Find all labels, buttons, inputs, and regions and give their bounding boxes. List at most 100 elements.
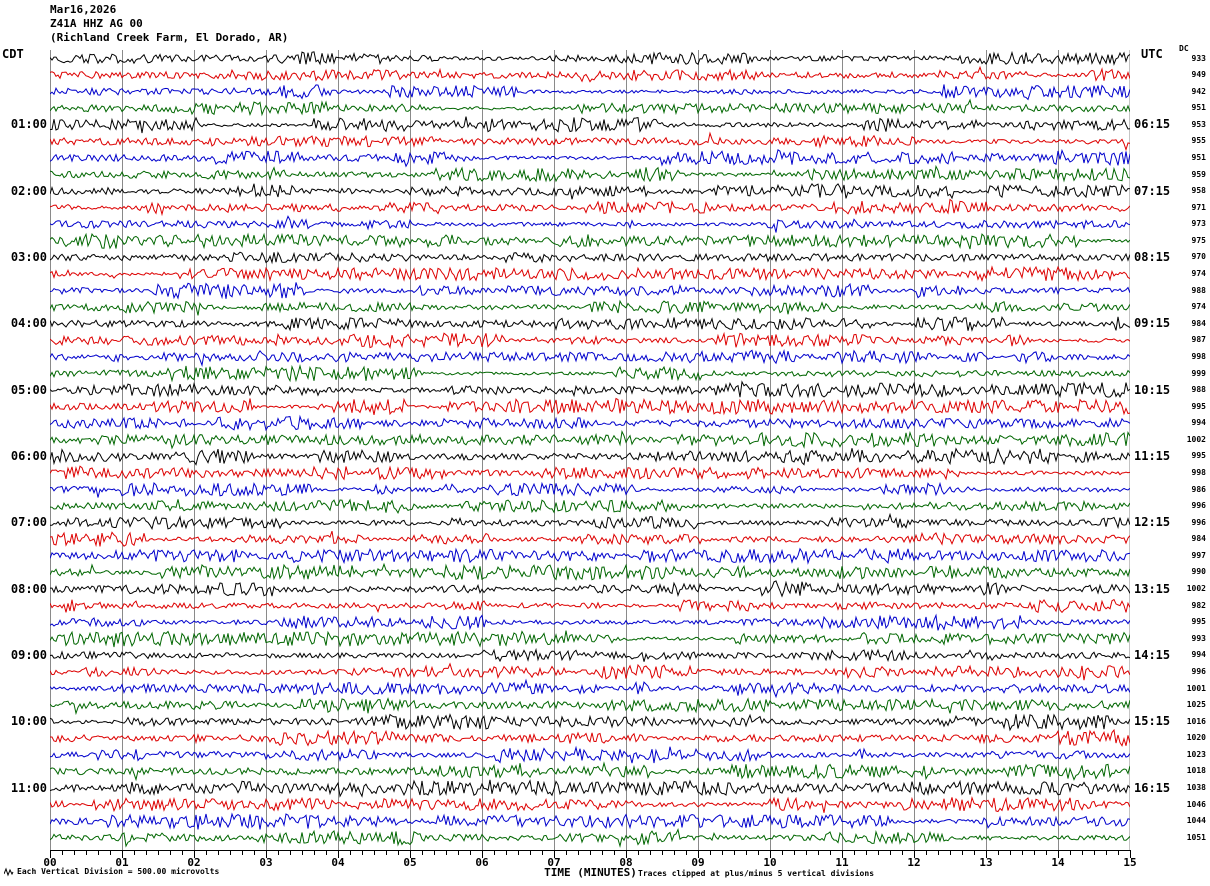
x-minor-tick	[1106, 851, 1107, 855]
x-minor-tick	[242, 851, 243, 855]
hour-label-left: 02:00	[10, 183, 47, 198]
seismogram-trace-row-7	[50, 164, 1130, 183]
seismogram-trace-row-38	[50, 678, 1130, 699]
x-minor-tick	[326, 851, 327, 855]
x-major-tick	[50, 851, 51, 858]
x-minor-tick	[950, 851, 951, 855]
x-tick-label: 03	[259, 856, 273, 869]
dc-offset-value: 986	[1191, 484, 1206, 494]
x-minor-tick	[746, 851, 747, 855]
x-major-tick	[410, 851, 411, 858]
x-minor-tick	[254, 851, 255, 855]
x-tick-label: 00	[43, 856, 57, 869]
x-major-tick	[1058, 851, 1059, 858]
seismogram-trace-row-13	[50, 265, 1130, 283]
seismogram-trace-row-44	[50, 779, 1130, 798]
dc-offset-value: 1001	[1186, 683, 1206, 693]
station-location: (Richland Creek Farm, El Dorado, AR)	[50, 31, 289, 44]
dc-offset-value: 995	[1191, 401, 1206, 411]
dc-offset-value: 993	[1191, 633, 1206, 643]
x-minor-tick	[938, 851, 939, 855]
dc-offset-value: 996	[1191, 501, 1206, 511]
seismogram-trace-row-15	[50, 299, 1130, 316]
cdt-timezone-label: CDT	[2, 47, 24, 61]
seismogram-trace-row-35	[50, 630, 1130, 648]
x-minor-tick	[926, 851, 927, 855]
x-minor-tick	[470, 851, 471, 855]
x-minor-tick	[818, 851, 819, 855]
dc-offset-value: 974	[1191, 269, 1206, 279]
x-minor-tick	[314, 851, 315, 855]
seismogram-trace-row-1	[50, 65, 1130, 83]
seismogram-trace-row-43	[50, 761, 1130, 782]
x-major-tick	[986, 851, 987, 858]
x-minor-tick	[206, 851, 207, 855]
hour-label-left: 11:00	[10, 780, 47, 795]
x-minor-tick	[782, 851, 783, 855]
dc-offset-value: 1020	[1186, 733, 1206, 743]
dc-offset-value: 998	[1191, 351, 1206, 361]
dc-offset-value: 1018	[1186, 766, 1206, 776]
hour-label-left: 08:00	[10, 581, 47, 596]
dc-offset-value: 988	[1191, 285, 1206, 295]
dc-offset-value: 1025	[1186, 700, 1206, 710]
dc-offset-value: 974	[1191, 302, 1206, 312]
dc-offset-value: 990	[1191, 567, 1206, 577]
hour-label-right: 16:15	[1134, 780, 1171, 795]
hour-label-right: 15:15	[1134, 714, 1171, 729]
x-minor-tick	[494, 851, 495, 855]
hour-label-right: 14:15	[1134, 647, 1171, 662]
x-tick-label: 08	[619, 856, 633, 869]
x-minor-tick	[578, 851, 579, 855]
seismogram-trace-row-22	[50, 414, 1130, 432]
seismogram-trace-row-17	[50, 331, 1130, 350]
dc-offset-value: 951	[1191, 103, 1206, 113]
x-minor-tick	[110, 851, 111, 855]
x-minor-tick	[434, 851, 435, 855]
x-minor-tick	[362, 851, 363, 855]
seismogram-trace-row-18	[50, 348, 1130, 367]
x-major-tick	[842, 851, 843, 858]
hour-label-right: 13:15	[1134, 581, 1171, 596]
x-minor-tick	[890, 851, 891, 855]
dc-offset-value: 949	[1191, 70, 1206, 80]
seismogram-trace-row-29	[50, 530, 1130, 548]
x-minor-tick	[398, 851, 399, 855]
x-minor-tick	[638, 851, 639, 855]
x-minor-tick	[710, 851, 711, 855]
dc-offset-value: 951	[1191, 152, 1206, 162]
seismogram-trace-row-11	[50, 232, 1130, 250]
seismogram-plot	[50, 50, 1130, 850]
x-tick-label: 13	[979, 856, 993, 869]
x-minor-tick	[542, 851, 543, 855]
dc-offset-value: 942	[1191, 86, 1206, 96]
x-minor-tick	[506, 851, 507, 855]
x-minor-tick	[686, 851, 687, 855]
x-minor-tick	[998, 851, 999, 855]
hour-label-left: 01:00	[10, 117, 47, 132]
x-minor-tick	[182, 851, 183, 855]
seismogram-trace-row-19	[50, 364, 1130, 383]
dc-offset-value: 975	[1191, 235, 1206, 245]
hour-label-right: 10:15	[1134, 382, 1171, 397]
x-minor-tick	[458, 851, 459, 855]
seismogram-trace-row-2	[50, 84, 1130, 101]
x-minor-tick	[962, 851, 963, 855]
dc-offset-value: 1016	[1186, 716, 1206, 726]
dc-offset-value: 999	[1191, 368, 1206, 378]
seismogram-trace-row-39	[50, 697, 1130, 716]
hour-label-right: 06:15	[1134, 117, 1171, 132]
dc-offset-value: 994	[1191, 650, 1206, 660]
seismogram-trace-row-12	[50, 251, 1130, 265]
dc-offset-value: 998	[1191, 468, 1206, 477]
x-minor-tick	[734, 851, 735, 855]
seismogram-trace-row-8	[50, 183, 1130, 200]
x-tick-label: 06	[475, 856, 489, 869]
x-minor-tick	[278, 851, 279, 855]
x-minor-tick	[614, 851, 615, 855]
x-minor-tick	[158, 851, 159, 855]
x-major-tick	[770, 851, 771, 858]
seismogram-trace-row-6	[50, 148, 1130, 168]
hour-label-left: 04:00	[10, 316, 47, 331]
